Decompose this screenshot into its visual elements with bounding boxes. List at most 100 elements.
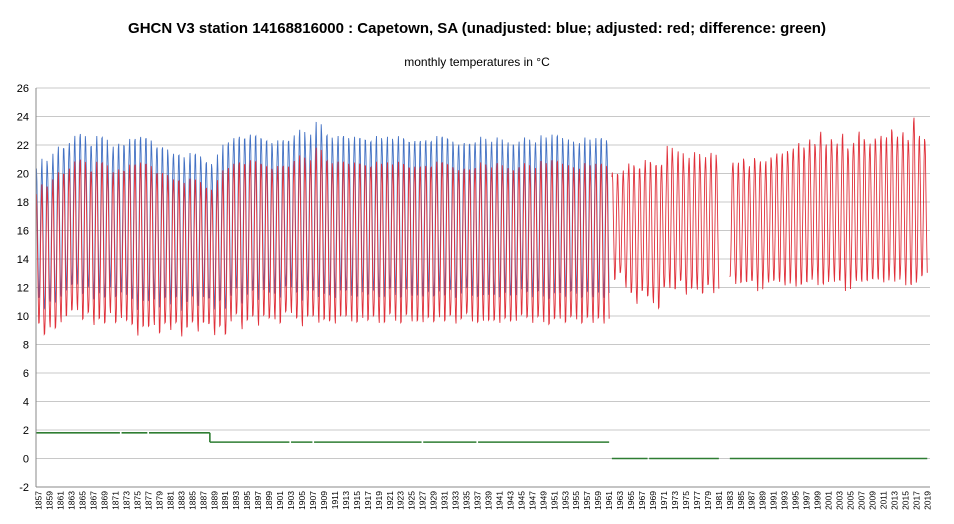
x-tick-label: 1873 [121, 491, 131, 510]
y-tick-label: 0 [23, 454, 29, 466]
x-tick-label: 1889 [209, 491, 219, 510]
x-tick-label: 1995 [791, 491, 801, 510]
x-tick-label: 2009 [867, 491, 877, 510]
x-tick-label: 1949 [538, 491, 548, 510]
y-tick-label: 4 [23, 397, 29, 409]
x-tick-label: 2005 [845, 491, 855, 510]
x-tick-label: 1859 [45, 491, 55, 510]
x-tick-label: 1993 [780, 491, 790, 510]
x-tick-label: 1959 [593, 491, 603, 510]
x-tick-label: 1951 [549, 491, 559, 510]
x-tick-label: 1947 [527, 491, 537, 510]
x-tick-label: 1925 [407, 491, 417, 510]
series-line-adjusted [35, 147, 610, 337]
x-tick-label: 2007 [856, 491, 866, 510]
x-tick-label: 2015 [900, 491, 910, 510]
x-tick-label: 1965 [626, 491, 636, 510]
x-tick-label: 1857 [34, 491, 44, 510]
series-lines [35, 117, 928, 460]
x-tick-label: 1885 [187, 491, 197, 510]
x-tick-label: 2001 [824, 491, 834, 510]
y-tick-label: 14 [17, 254, 29, 266]
x-tick-label: 1881 [165, 491, 175, 510]
series-line-adjusted [729, 117, 928, 292]
x-tick-label: 1905 [297, 491, 307, 510]
x-tick-label: 1927 [418, 491, 428, 510]
x-tick-label: 1939 [483, 491, 493, 510]
x-tick-label: 1979 [703, 491, 713, 510]
x-tick-label: 1971 [659, 491, 669, 510]
y-tick-label: 16 [17, 226, 29, 238]
x-tick-label: 1935 [462, 491, 472, 510]
x-tick-label: 1941 [494, 491, 504, 510]
y-tick-label: 8 [23, 340, 29, 352]
y-tick-label: 22 [17, 140, 29, 152]
x-tick-label: 1915 [352, 491, 362, 510]
x-tick-label: 1967 [637, 491, 647, 510]
x-tick-label: 1921 [385, 491, 395, 510]
x-tick-label: 1961 [604, 491, 614, 510]
y-tick-label: 26 [17, 83, 29, 95]
y-tick-label: 2 [23, 425, 29, 437]
x-tick-label: 1919 [374, 491, 384, 510]
x-tick-label: 1877 [143, 491, 153, 510]
x-tick-label: 1883 [176, 491, 186, 510]
series-line-adjusted [611, 145, 720, 310]
x-tick-label: 1869 [100, 491, 110, 510]
x-tick-label: 1973 [670, 491, 680, 510]
x-tick-label: 1879 [154, 491, 164, 510]
chart-title: GHCN V3 station 14168816000 : Capetown, … [128, 20, 826, 37]
x-tick-label: 1933 [451, 491, 461, 510]
x-tick-label: 1953 [560, 491, 570, 510]
y-tick-label: 20 [17, 169, 29, 181]
x-tick-label: 1983 [725, 491, 735, 510]
x-tick-label: 2019 [922, 491, 932, 510]
y-tick-label: 12 [17, 283, 29, 295]
x-tick-label: 1997 [802, 491, 812, 510]
x-tick-label: 1923 [396, 491, 406, 510]
x-tick-label: 1945 [516, 491, 526, 510]
x-tick-label: 1955 [571, 491, 581, 510]
x-tick-label: 1863 [67, 491, 77, 510]
x-tick-label: 1861 [56, 491, 66, 510]
x-tick-label: 1943 [505, 491, 515, 510]
x-tick-label: 1989 [758, 491, 768, 510]
x-tick-label: 2013 [889, 491, 899, 510]
x-tick-label: 1903 [286, 491, 296, 510]
x-axis-ticks: 1857 1859 1861 1863 1865 1867 1869 1871 1873 1875… [34, 491, 933, 510]
x-tick-label: 1963 [615, 491, 625, 510]
x-tick-label: 1865 [78, 491, 88, 510]
x-tick-label: 1999 [813, 491, 823, 510]
axes [35, 88, 930, 488]
x-tick-label: 1937 [473, 491, 483, 510]
x-tick-label: 1911 [330, 491, 340, 510]
chart-subtitle: monthly temperatures in °C [404, 55, 550, 69]
x-tick-label: 1893 [231, 491, 241, 510]
y-tick-label: 10 [17, 311, 29, 323]
y-tick-label: 24 [17, 112, 29, 124]
x-tick-label: 1985 [736, 491, 746, 510]
x-tick-label: 1891 [220, 491, 230, 510]
x-tick-label: 1887 [198, 491, 208, 510]
x-tick-label: 1913 [341, 491, 351, 510]
x-tick-label: 1957 [582, 491, 592, 510]
x-tick-label: 1867 [89, 491, 99, 510]
x-tick-label: 1917 [363, 491, 373, 510]
x-tick-label: 1875 [132, 491, 142, 510]
y-tick-label: 6 [23, 368, 29, 380]
x-tick-label: 1871 [111, 491, 121, 510]
x-tick-label: 1969 [648, 491, 658, 510]
x-tick-label: 1897 [253, 491, 263, 510]
x-tick-label: 1931 [440, 491, 450, 510]
x-tick-label: 2017 [911, 491, 921, 510]
x-tick-label: 1981 [714, 491, 724, 510]
x-tick-label: 1991 [769, 491, 779, 510]
y-tick-label: 18 [17, 197, 29, 209]
x-tick-label: 1977 [692, 491, 702, 510]
x-tick-label: 2003 [835, 491, 845, 510]
x-tick-label: 1895 [242, 491, 252, 510]
x-tick-label: 1975 [681, 491, 691, 510]
x-tick-label: 1901 [275, 491, 285, 510]
